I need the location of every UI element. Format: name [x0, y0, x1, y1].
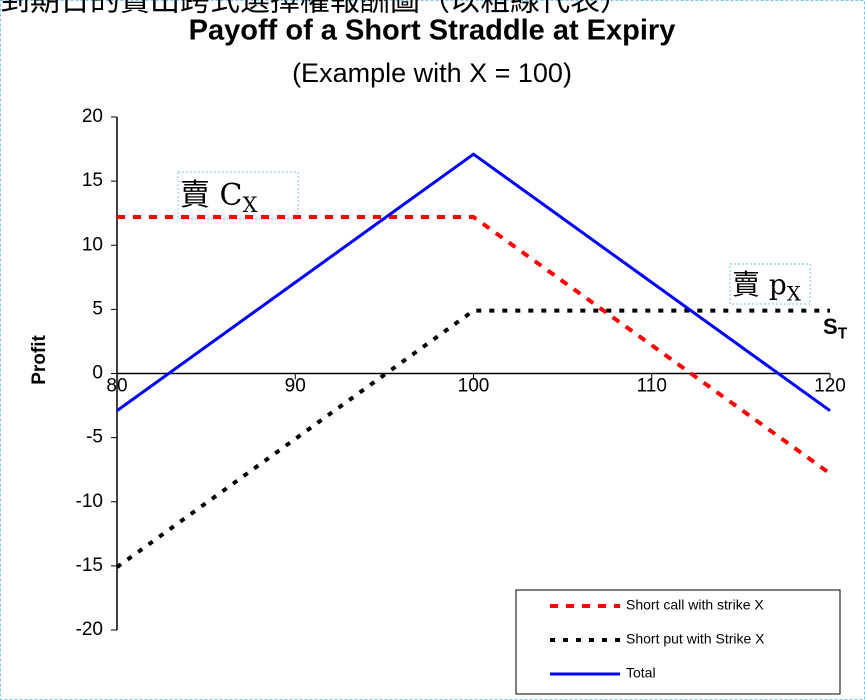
y-tick-label: -15 — [76, 555, 103, 576]
annotation-box — [177, 171, 299, 220]
annotation: 賣 pX — [732, 268, 801, 305]
header-text: 到期日的賣出跨式選擇權報酬圖（以粗線代表） — [0, 0, 630, 19]
y-tick-label: 20 — [82, 106, 103, 127]
y-tick-label: 15 — [82, 170, 103, 191]
y-tick-label: -10 — [76, 491, 103, 512]
x-tick-label: 120 — [814, 376, 846, 397]
annotation-sub: X — [787, 282, 801, 305]
y-tick-label: -5 — [86, 427, 103, 448]
annotation: 賣 CX — [180, 178, 258, 217]
chart-subtitle: (Example with X = 100) — [292, 58, 572, 88]
x-tick-label: 100 — [458, 376, 490, 397]
annotation-sub: T — [838, 326, 848, 343]
y-tick-label: -20 — [76, 619, 103, 640]
annotation-sub: X — [243, 193, 258, 217]
chart-title: Payoff of a Short Straddle at Expiry — [189, 15, 676, 47]
annotation-box — [729, 263, 811, 305]
annotation-text: 賣 C — [180, 178, 243, 213]
y-axis-label: Profit — [29, 335, 50, 385]
series-line — [116, 152, 831, 412]
annotation-text: S — [823, 314, 838, 339]
legend-label: Total — [626, 665, 656, 681]
series-line — [115, 308, 830, 569]
y-tick-label: 0 — [92, 363, 103, 384]
legend-label: Short call with strike X — [626, 597, 764, 613]
x-tick-label: 80 — [106, 376, 127, 397]
x-tick-label: 90 — [285, 376, 306, 397]
annotation-text: 賣 p — [732, 268, 787, 301]
x-tick-label: 110 — [637, 376, 667, 397]
legend-label: Short put with Strike X — [626, 631, 765, 647]
y-tick-label: 10 — [82, 234, 103, 255]
series-line — [117, 215, 832, 476]
legend-box — [515, 589, 841, 695]
y-tick-label: 5 — [92, 298, 103, 319]
annotation: ST — [823, 314, 848, 343]
